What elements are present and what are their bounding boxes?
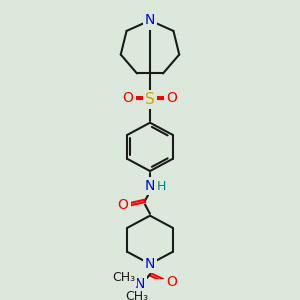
- Text: N: N: [145, 257, 155, 271]
- Text: N: N: [145, 14, 155, 28]
- Text: O: O: [167, 91, 177, 105]
- Text: N: N: [145, 179, 155, 193]
- Text: O: O: [118, 197, 128, 212]
- Text: CH₃: CH₃: [112, 272, 136, 284]
- Text: S: S: [145, 92, 155, 107]
- Text: H: H: [156, 180, 166, 193]
- Text: O: O: [167, 275, 177, 289]
- Text: O: O: [123, 91, 134, 105]
- Text: N: N: [135, 277, 145, 290]
- Text: CH₃: CH₃: [125, 290, 148, 300]
